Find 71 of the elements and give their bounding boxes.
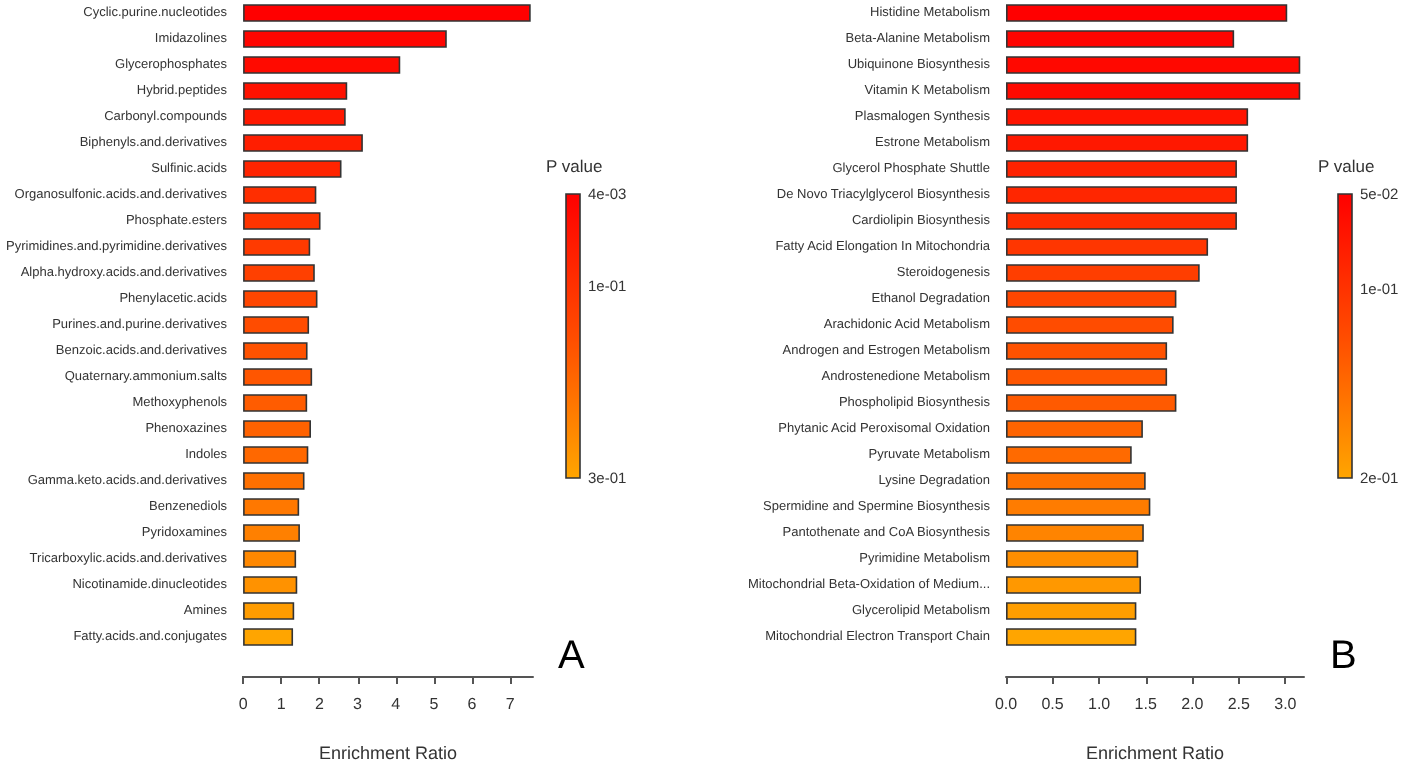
bar	[243, 108, 346, 126]
bar	[243, 498, 300, 516]
bar	[1006, 238, 1209, 256]
color-bar-title: P value	[1318, 156, 1375, 176]
x-tick-label: 0.5	[1041, 695, 1065, 713]
x-tick-label: 4	[391, 695, 402, 713]
bar	[243, 290, 318, 308]
x-tick-label: 3.0	[1274, 695, 1298, 713]
bar	[243, 316, 310, 334]
bar	[1006, 108, 1249, 126]
bar	[1006, 82, 1301, 100]
bar	[243, 238, 311, 256]
bar	[1006, 446, 1132, 464]
x-tick-label: 0.0	[994, 695, 1019, 713]
text: A	[558, 634, 586, 678]
bar	[1006, 342, 1168, 360]
bar	[1006, 576, 1142, 594]
bar	[1006, 316, 1174, 334]
x-tick-label: 2	[314, 695, 325, 713]
bar	[243, 394, 308, 412]
bar	[1006, 472, 1146, 490]
bar	[243, 4, 531, 22]
color-bar-title: P value	[546, 156, 603, 176]
x-tick-label: 5	[429, 695, 440, 713]
bar	[243, 342, 308, 360]
bar	[243, 212, 321, 230]
bar	[1006, 368, 1168, 386]
bar	[243, 264, 315, 282]
bar	[243, 30, 447, 48]
bar	[1006, 394, 1177, 412]
x-tick-label: 1.5	[1134, 695, 1158, 713]
bar	[243, 134, 363, 152]
bar	[1006, 160, 1237, 178]
x-axis-title: Enrichment Ratio	[1085, 743, 1225, 763]
x-tick-label: 0	[238, 695, 249, 713]
bar	[243, 56, 401, 74]
bar	[1006, 524, 1144, 542]
text: B	[1330, 634, 1357, 678]
bar	[243, 186, 317, 204]
bar	[1006, 186, 1237, 204]
bar	[1006, 4, 1288, 22]
bar	[243, 420, 311, 438]
bar	[1006, 56, 1301, 74]
bar	[1006, 30, 1235, 48]
bar	[243, 602, 295, 620]
x-tick-label: 7	[505, 695, 516, 713]
bar	[1006, 264, 1200, 282]
bar	[243, 576, 298, 594]
bar	[1006, 498, 1151, 516]
bar	[243, 550, 297, 568]
bar	[1006, 290, 1177, 308]
bar	[243, 160, 342, 178]
bar	[243, 82, 348, 100]
x-tick-label: 2.0	[1181, 695, 1205, 713]
x-tick-label: 1.0	[1088, 695, 1112, 713]
bar	[1006, 420, 1143, 438]
x-tick-label: 3	[353, 695, 364, 713]
bar	[243, 628, 294, 646]
bar	[243, 446, 309, 464]
bar	[1006, 134, 1249, 152]
x-tick-label: 6	[467, 695, 478, 713]
x-tick-label: 1	[276, 695, 287, 713]
bar	[243, 524, 300, 542]
bar	[243, 472, 305, 490]
bar	[1006, 550, 1139, 568]
x-axis-title: Enrichment Ratio	[319, 743, 458, 763]
bar	[1006, 212, 1237, 230]
bar	[1006, 602, 1137, 620]
bar	[243, 368, 313, 386]
bar	[1006, 628, 1137, 646]
x-tick-label: 2.5	[1227, 695, 1252, 713]
